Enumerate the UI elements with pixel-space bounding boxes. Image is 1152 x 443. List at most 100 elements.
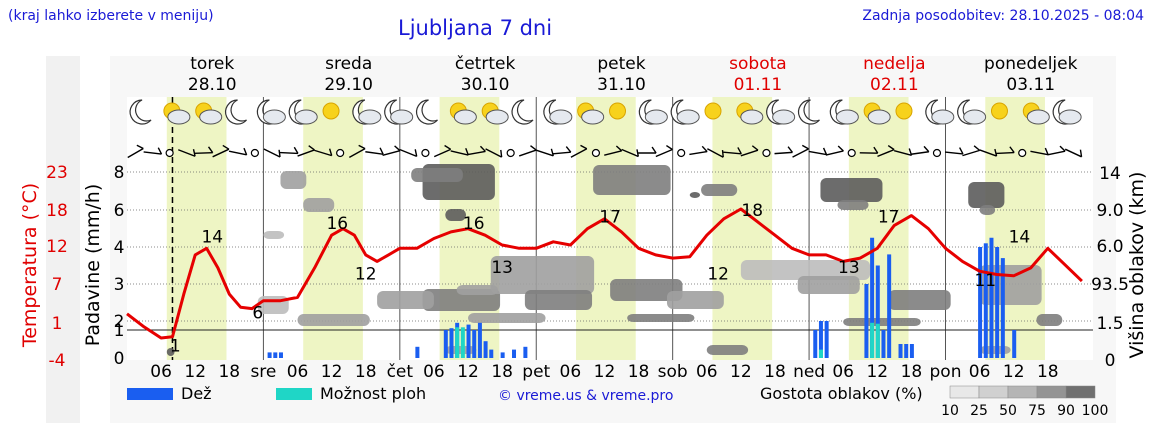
cloud-icon (772, 109, 796, 125)
rain-bar (909, 344, 914, 358)
cloud-height-tick: 1.5 (1096, 314, 1123, 334)
temperature-tick: 1 (52, 314, 63, 334)
sun-icon (990, 102, 1008, 120)
cloud-icon (931, 109, 955, 125)
page-title: Ljubljana 7 dni (398, 16, 553, 40)
rain-bar (267, 352, 272, 358)
moon-icon (416, 99, 438, 125)
cloud-density-swatch (949, 385, 980, 399)
cloud-icon (549, 109, 573, 125)
cloud-icon (581, 109, 605, 125)
rain-bar (449, 328, 454, 358)
wind-barb-icon (570, 144, 588, 158)
cloud-density-patch (468, 313, 546, 323)
showers-bar (875, 323, 880, 358)
wind-barb-icon (621, 148, 640, 158)
x-tick-day: pet (522, 362, 550, 382)
wind-barb-icon (638, 146, 657, 154)
x-tick-hour: 18 (218, 362, 240, 382)
x-tick-hour: 12 (184, 362, 206, 382)
cloud-density-patch (610, 279, 683, 301)
moon-icon (225, 99, 247, 125)
temperature-tick: 18 (46, 201, 68, 221)
x-tick-day: pon (930, 362, 962, 382)
temperature-tick: 23 (46, 163, 68, 183)
cloud-density-patch (303, 198, 335, 212)
cloud-icon (390, 109, 414, 125)
wind-barb-icon (518, 145, 537, 157)
wind-barb-icon (962, 145, 981, 157)
cloud-density-patch (968, 182, 1005, 208)
calm-wind-icon (506, 148, 515, 158)
cloud-density-patch (1036, 314, 1063, 326)
rain-bar (443, 330, 448, 358)
x-tick-hour: 06 (560, 362, 582, 382)
calm-wind-icon (847, 148, 856, 158)
temperature-label: 13 (491, 258, 513, 278)
cloud-density-swatch (1007, 385, 1038, 399)
day-date: 29.10 (324, 75, 373, 95)
rain-bar (989, 237, 994, 358)
wind-barb-icon (740, 145, 759, 157)
cloud-density-patch (837, 200, 869, 210)
temperature-label: 16 (463, 214, 485, 234)
rain-bar (500, 352, 505, 358)
temperature-label: 6 (252, 304, 263, 324)
rain-bar (273, 352, 278, 358)
calm-wind-icon (421, 148, 430, 158)
wind-barb-icon (365, 147, 384, 155)
cloud-icon (485, 109, 509, 125)
rain-bar (875, 265, 880, 358)
wind-barb-icon (792, 144, 809, 158)
x-tick-hour: 18 (628, 362, 650, 382)
cloud-icon (676, 109, 700, 125)
precipitation-tick: 3 (114, 275, 125, 295)
rain-bar (489, 349, 494, 358)
x-tick-hour: 06 (969, 362, 991, 382)
wind-barb-icon (399, 148, 418, 158)
sun-icon (895, 102, 913, 120)
cloud-density-patch (666, 291, 724, 309)
cloud-density-legend-label: Gostota oblakov (%) (760, 384, 923, 403)
cloud-icon (740, 109, 764, 125)
location-hint: (kraj lahko izberete v meniju) (8, 8, 214, 24)
cloud-height-tick: 0 (1105, 351, 1116, 371)
cloud-density-patch (445, 209, 466, 221)
rain-legend-label: Dež (181, 384, 212, 403)
calm-wind-icon (336, 148, 345, 158)
x-tick-hour: 12 (730, 362, 752, 382)
rain-bar (1000, 258, 1005, 358)
cloud-icon (262, 109, 286, 125)
wind-barb-icon (552, 146, 572, 155)
wind-barb-icon (808, 147, 828, 156)
temperature-line (126, 207, 1083, 340)
cloud-icon (867, 109, 891, 125)
showers-legend-label: Možnost ploh (320, 384, 426, 403)
cloud-density-swatch (978, 385, 1009, 399)
wind-barb-icon (467, 145, 486, 156)
cloud-height-tick: 14 (1099, 164, 1121, 184)
rain-bar (898, 344, 903, 358)
sun-icon (322, 102, 340, 120)
x-tick-day: sob (658, 362, 688, 382)
wind-barb-icon (279, 146, 299, 155)
cloud-height-tick: 93.5 (1091, 275, 1129, 295)
wind-barb-icon (910, 145, 930, 155)
cloud-icon (1026, 109, 1050, 125)
day-name: petek (597, 54, 645, 74)
temperature-tick: 7 (52, 275, 63, 295)
daylight-band (576, 97, 636, 360)
temperature-label: 1 (170, 336, 181, 356)
temperature-label: 18 (741, 201, 763, 221)
showers-bar (818, 349, 823, 358)
showers-legend-swatch (276, 388, 312, 400)
copyright-link[interactable]: © vreme.us & vreme.pro (498, 388, 674, 404)
cloud-density-patch (689, 192, 701, 198)
wind-barb-icon (348, 144, 366, 158)
cloud-density-patch (490, 256, 595, 294)
cloud-density-scale-label: 100 (1082, 403, 1109, 419)
wind-barb-icon (314, 148, 333, 157)
wind-barb-icon (996, 146, 1015, 155)
x-tick-hour: 18 (764, 362, 786, 382)
